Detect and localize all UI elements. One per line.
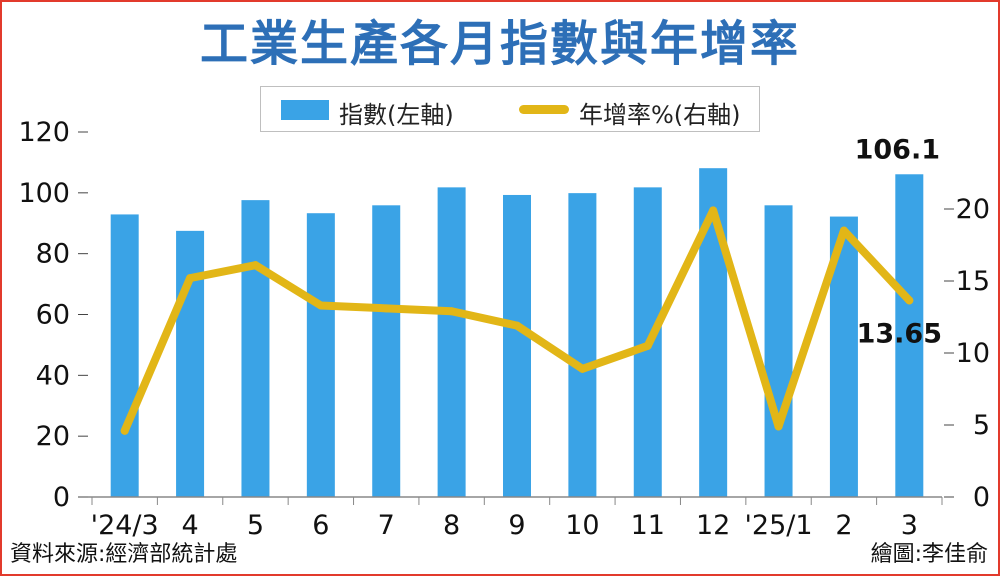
left-axis-tick-label: 40 xyxy=(36,360,70,391)
bar-index xyxy=(437,187,466,497)
chart-title: 工業生產各月指數與年增率 xyxy=(199,16,800,72)
annotation-index-value: 106.1 xyxy=(855,134,940,165)
line-point-growth xyxy=(316,301,325,310)
legend-swatch-growth xyxy=(519,105,569,114)
bar-index xyxy=(241,200,270,497)
left-axis-tick-label: 0 xyxy=(53,482,70,513)
x-axis-tick-label: 11 xyxy=(631,510,665,541)
right-axis-tick-label: 20 xyxy=(956,194,990,225)
legend-label-index: 指數(左軸) xyxy=(339,101,454,129)
left-axis-tick-label: 20 xyxy=(36,421,70,452)
x-axis-tick-label: 6 xyxy=(312,510,329,541)
line-point-growth xyxy=(839,226,848,235)
right-axis-tick-label: 15 xyxy=(956,266,990,297)
left-axis-tick-label: 100 xyxy=(18,178,70,209)
x-axis-tick-label: 5 xyxy=(247,510,264,541)
line-point-growth xyxy=(120,426,129,435)
x-axis-tick-label: 2 xyxy=(835,510,852,541)
line-point-growth xyxy=(905,296,914,305)
line-point-growth xyxy=(186,274,195,283)
left-axis-tick-label: 60 xyxy=(36,300,70,331)
line-point-growth xyxy=(251,261,260,270)
source-note: 資料來源:經濟部統計處 xyxy=(10,542,238,567)
line-point-growth xyxy=(447,307,456,316)
bar-index xyxy=(895,174,924,497)
x-axis-tick-label: 3 xyxy=(901,510,918,541)
bar-index xyxy=(306,213,335,497)
x-axis-tick-label: 12 xyxy=(696,510,730,541)
legend: 指數(左軸) 年增率%(右軸) xyxy=(260,86,760,132)
annotation-growth-value: 13.65 xyxy=(857,318,942,349)
left-axis-tick-label: 120 xyxy=(18,117,70,148)
x-axis-tick-label: 8 xyxy=(443,510,460,541)
line-point-growth xyxy=(513,321,521,330)
line-point-growth xyxy=(774,422,783,431)
line-point-growth xyxy=(709,206,718,215)
credit-note: 繪圖:李佳俞 xyxy=(870,542,988,567)
bar-index xyxy=(764,205,793,497)
bar-index xyxy=(110,214,139,497)
x-axis-tick-label: 7 xyxy=(378,510,395,541)
right-axis-tick-label: 0 xyxy=(973,482,990,513)
x-axis-tick-label: 4 xyxy=(181,510,198,541)
x-axis-tick-label: 9 xyxy=(508,510,525,541)
left-axis-tick-label: 80 xyxy=(36,239,70,270)
line-point-growth xyxy=(382,304,391,313)
bar-index xyxy=(176,230,205,497)
x-axis-tick-label: 10 xyxy=(565,510,599,541)
line-point-growth xyxy=(643,341,652,350)
bar-index xyxy=(503,194,531,497)
x-axis-tick-label: '25/1 xyxy=(745,510,813,541)
right-axis-tick-label: 5 xyxy=(973,410,990,441)
x-axis-tick-label: '24/3 xyxy=(91,510,159,541)
legend-label-growth: 年增率%(右軸) xyxy=(579,101,741,129)
bar-index xyxy=(568,193,597,497)
legend-swatch-index xyxy=(281,100,329,120)
line-point-growth xyxy=(578,364,587,373)
right-axis-tick-label: 10 xyxy=(956,338,990,369)
bar-index xyxy=(372,205,401,497)
